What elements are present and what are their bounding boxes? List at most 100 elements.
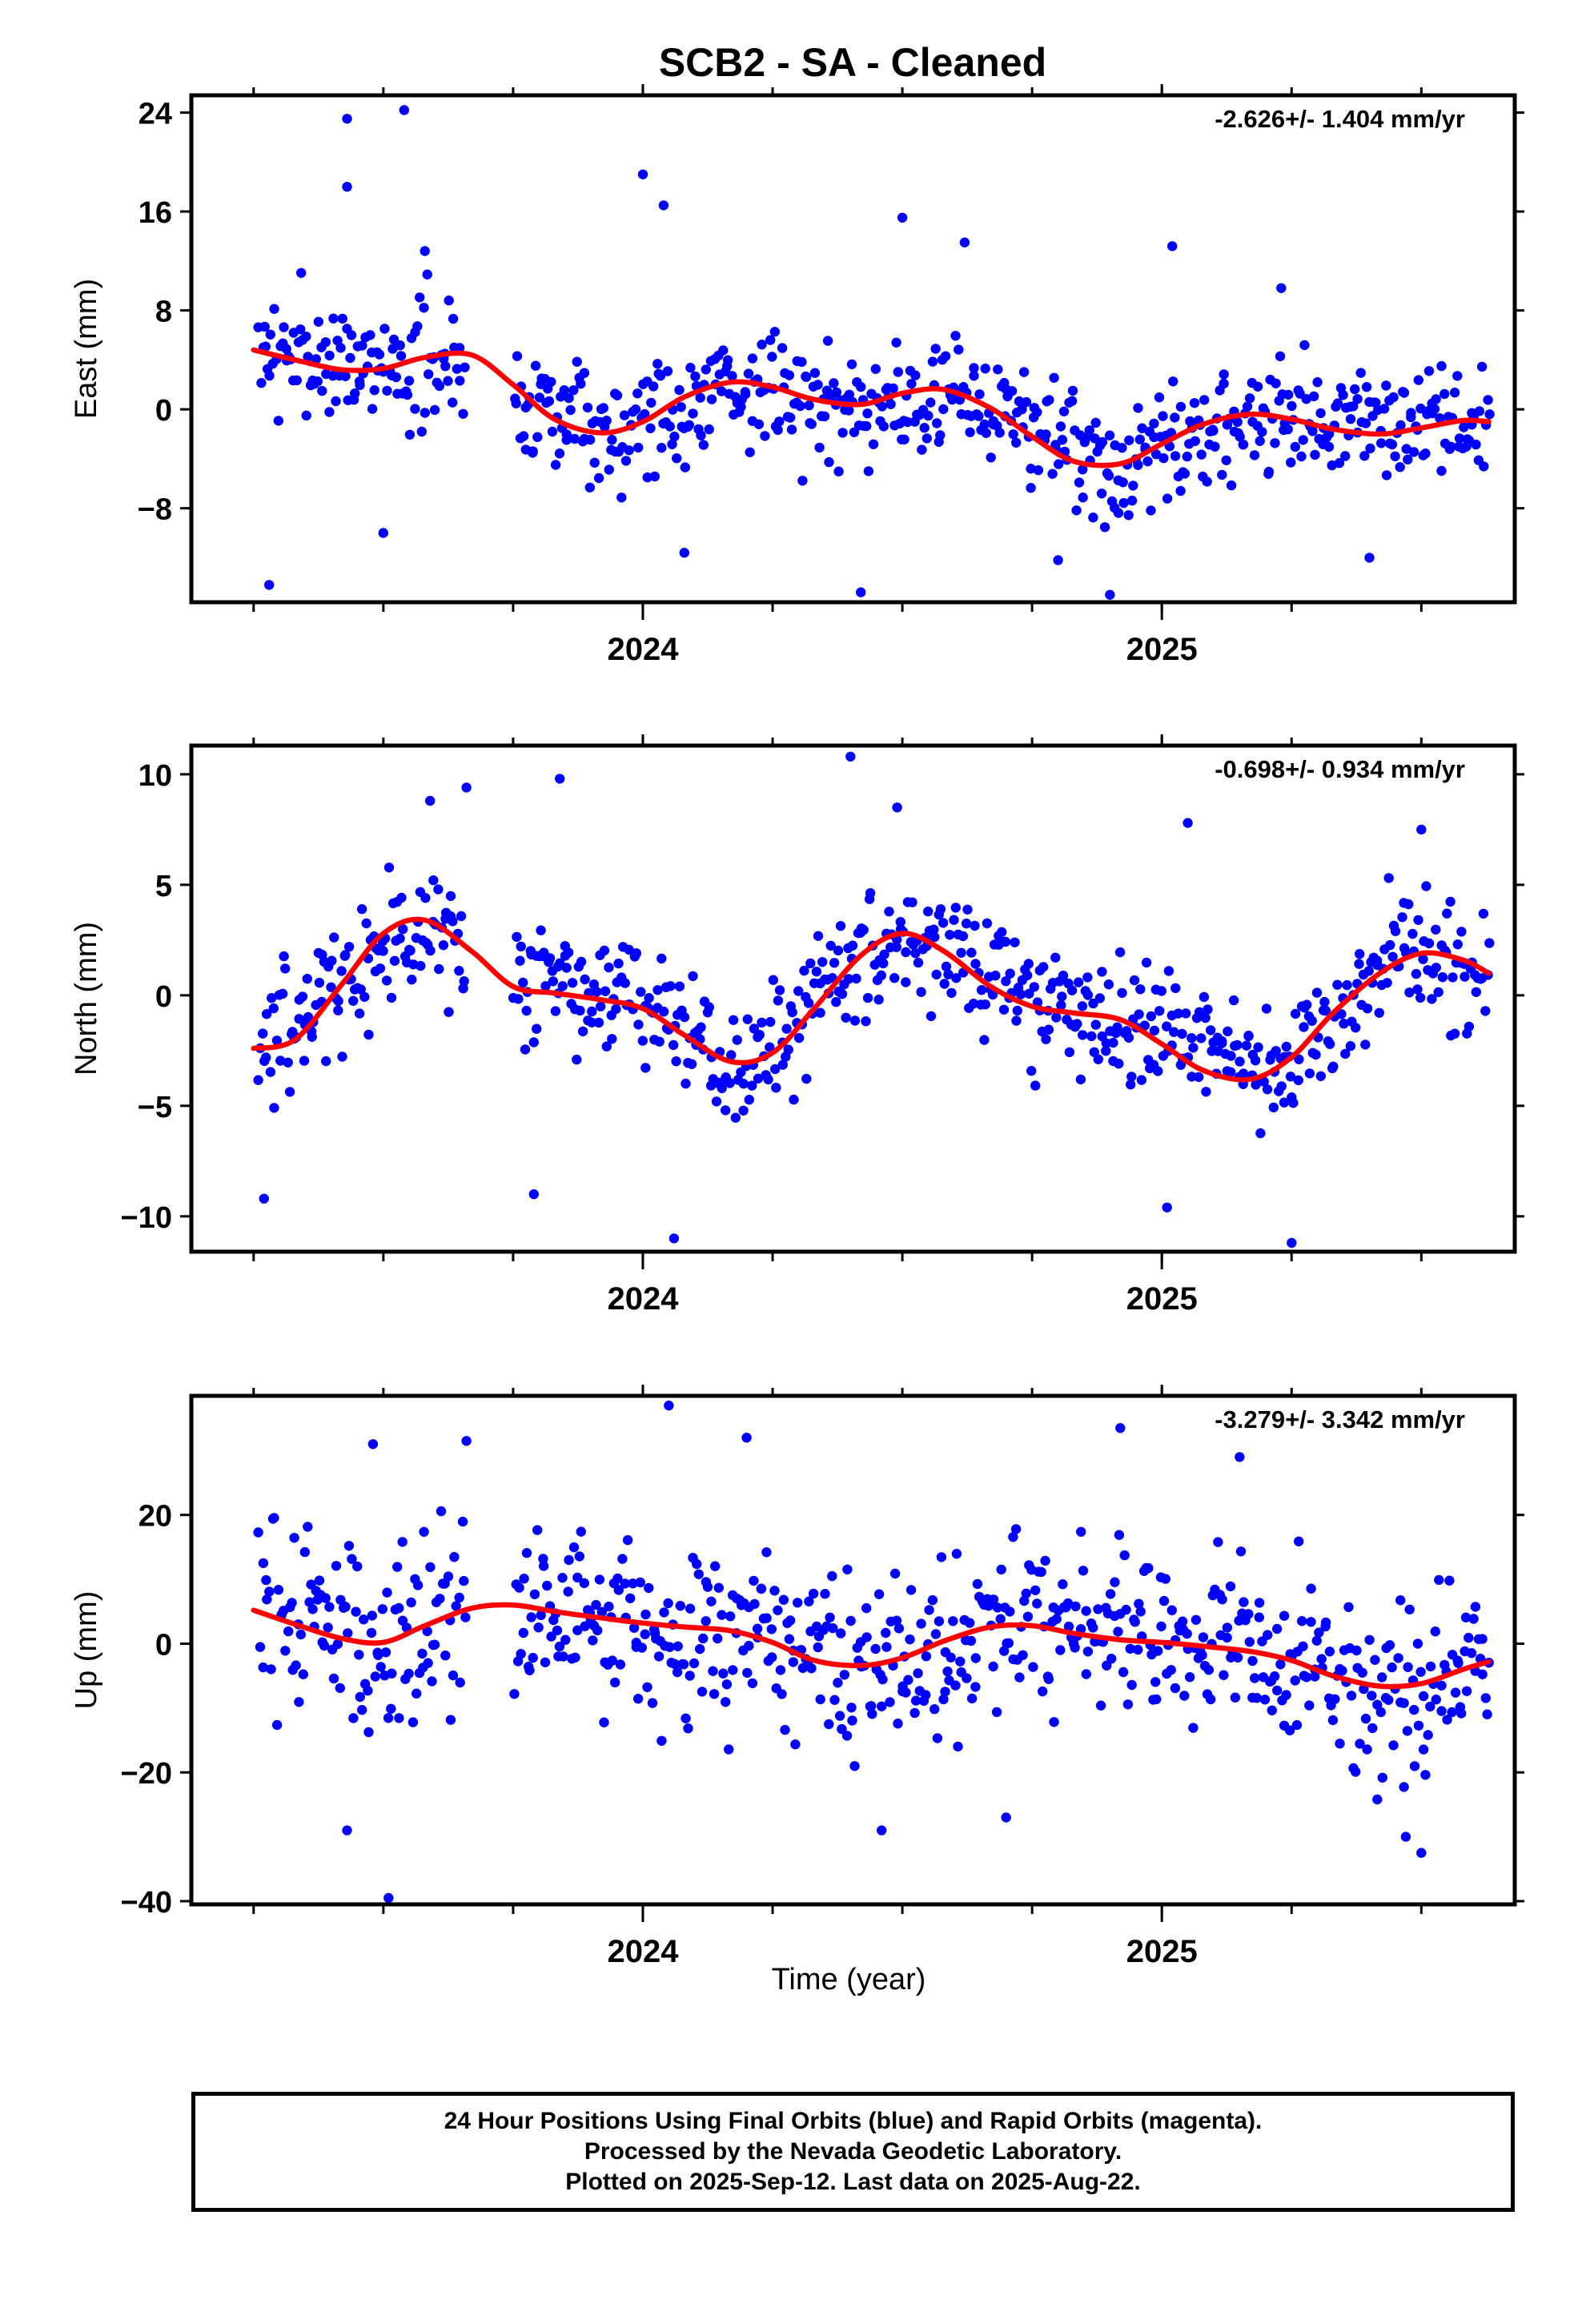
data-point	[417, 1648, 428, 1659]
data-point	[588, 979, 600, 990]
y-tick-label: 0	[155, 1628, 172, 1662]
data-point	[1315, 1071, 1327, 1082]
y-tick-label: 0	[155, 980, 172, 1014]
data-point	[1158, 411, 1168, 421]
data-point	[769, 327, 780, 337]
data-point	[1381, 470, 1392, 480]
data-point	[1196, 449, 1207, 460]
data-point	[1118, 477, 1128, 488]
data-point	[892, 802, 902, 813]
data-point	[902, 416, 913, 428]
data-point	[1088, 1622, 1098, 1633]
data-point	[365, 330, 375, 340]
data-point	[271, 1035, 283, 1046]
east-y-axis-label: East (mm)	[70, 279, 103, 419]
data-point	[814, 442, 825, 453]
data-point	[1156, 986, 1167, 996]
data-point	[991, 1707, 1002, 1718]
data-point	[825, 1612, 835, 1623]
data-point	[396, 351, 407, 361]
east-fit-line	[251, 347, 1492, 468]
data-point	[616, 493, 627, 503]
data-point	[1206, 1694, 1216, 1705]
data-point	[460, 362, 470, 372]
data-point	[419, 1526, 429, 1538]
data-point	[1247, 1655, 1258, 1667]
data-point	[1482, 1709, 1492, 1719]
data-point	[561, 429, 572, 440]
data-point	[1423, 366, 1435, 376]
data-point	[788, 1657, 798, 1667]
data-point	[797, 476, 808, 486]
data-point	[357, 1705, 367, 1715]
data-point	[1071, 505, 1082, 516]
data-point	[301, 410, 311, 421]
data-point	[679, 1011, 690, 1023]
data-point	[1307, 1015, 1317, 1027]
data-point	[1395, 420, 1406, 431]
data-point	[572, 1625, 583, 1635]
data-point	[513, 994, 524, 1004]
data-point	[412, 1580, 424, 1590]
data-point	[822, 336, 833, 346]
data-point	[986, 452, 996, 463]
data-point	[1434, 1574, 1444, 1586]
data-point	[379, 324, 390, 334]
data-point	[299, 1055, 310, 1066]
data-point	[448, 916, 458, 927]
data-point	[1447, 1707, 1457, 1718]
data-point	[717, 1083, 727, 1094]
data-point	[969, 371, 979, 381]
data-point	[1307, 426, 1318, 436]
data-point	[253, 1527, 263, 1538]
data-point	[587, 1006, 597, 1017]
data-point	[419, 303, 429, 313]
data-point	[536, 925, 546, 935]
data-point	[930, 1704, 940, 1715]
data-point	[1402, 1726, 1413, 1736]
data-point	[1340, 451, 1351, 461]
data-point	[940, 1687, 950, 1697]
data-point	[1077, 1001, 1088, 1011]
data-point	[355, 984, 366, 995]
data-point	[1097, 436, 1108, 448]
data-point	[820, 1589, 830, 1599]
data-point	[1259, 1076, 1269, 1087]
data-point	[314, 977, 325, 988]
data-point	[995, 1614, 1006, 1624]
data-point	[833, 466, 844, 476]
data-point	[1133, 403, 1143, 413]
data-point	[1343, 1602, 1354, 1613]
data-point	[1484, 409, 1495, 420]
data-point	[1223, 1026, 1233, 1037]
data-point	[804, 1596, 814, 1606]
data-point	[1480, 1006, 1491, 1016]
east-panel: −8 0 8 16 24 2024 2025 East (mm) -2.626+/- 1.404…	[70, 84, 1524, 667]
data-point	[1118, 497, 1129, 509]
data-point	[895, 917, 906, 927]
data-point	[273, 416, 283, 426]
data-point	[1190, 436, 1201, 446]
data-point	[817, 957, 828, 967]
data-point	[757, 1017, 767, 1028]
data-point	[1361, 382, 1372, 392]
data-point	[695, 1643, 705, 1655]
data-point	[1177, 1028, 1187, 1039]
data-point	[361, 918, 371, 929]
data-point	[950, 903, 962, 913]
data-point	[1158, 452, 1169, 464]
data-point	[640, 408, 650, 420]
data-point	[1070, 1642, 1080, 1653]
data-point	[438, 940, 449, 951]
data-point	[659, 1607, 669, 1618]
data-point	[1225, 1581, 1236, 1592]
data-point	[1304, 1700, 1315, 1711]
data-point	[1101, 1046, 1111, 1056]
data-point	[374, 349, 385, 360]
data-point	[408, 1717, 419, 1727]
data-point	[974, 389, 985, 400]
data-point	[1449, 388, 1460, 398]
data-point	[1044, 395, 1054, 405]
data-point	[1010, 1524, 1022, 1534]
data-point	[785, 1615, 796, 1626]
